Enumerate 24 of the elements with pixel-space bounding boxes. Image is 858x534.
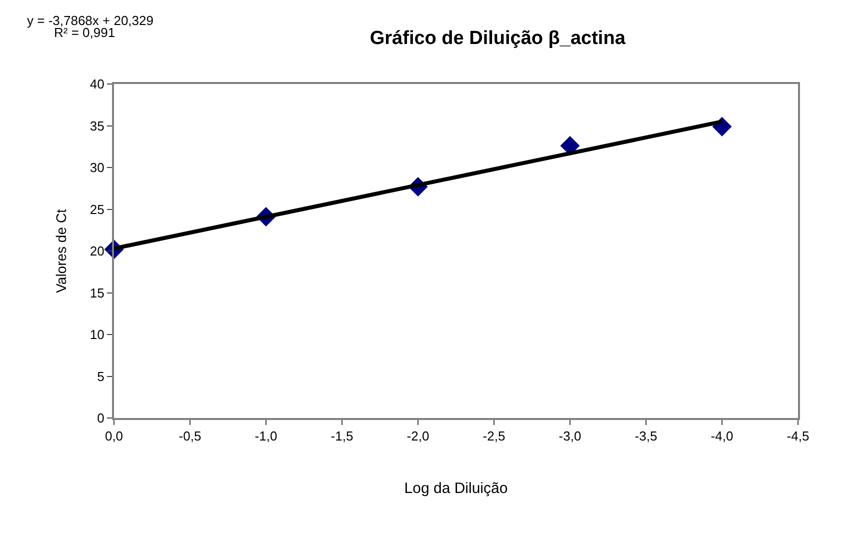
x-tick-label: -4,5 — [786, 428, 810, 444]
x-tick-label: -0,5 — [178, 428, 202, 444]
y-tick-label: 15 — [90, 285, 104, 300]
x-tick-label: -1,5 — [330, 428, 354, 444]
y-axis-title: Valores de Ct — [53, 209, 70, 293]
text: y = -3,7868x + 20,329 — [27, 13, 154, 28]
x-tick-label: -4,0 — [710, 428, 734, 444]
x-axis-title: Log da Diluição — [404, 480, 508, 498]
x-tick-label: 0,0 — [104, 428, 124, 444]
text: R² = 0,991 — [54, 25, 116, 40]
y-tick-label: 35 — [90, 118, 104, 134]
x-tick-label: -3,0 — [558, 428, 582, 444]
chart-title: Gráfico de Diluição β_actina — [370, 28, 626, 50]
y-tick-label: 30 — [90, 160, 104, 176]
x-tick-label: -2,0 — [406, 428, 430, 444]
y-tick-label: 20 — [90, 244, 104, 259]
y-tick-label: 5 — [97, 368, 104, 384]
x-tick-label: -3,5 — [634, 428, 658, 444]
x-tick-label: -1,0 — [254, 428, 278, 444]
y-tick-label: 25 — [90, 202, 104, 217]
y-tick-label: 0 — [97, 410, 104, 426]
x-tick-label: -2,5 — [482, 428, 506, 444]
y-tick-label: 40 — [90, 76, 104, 92]
y-tick-label: 10 — [90, 327, 104, 342]
